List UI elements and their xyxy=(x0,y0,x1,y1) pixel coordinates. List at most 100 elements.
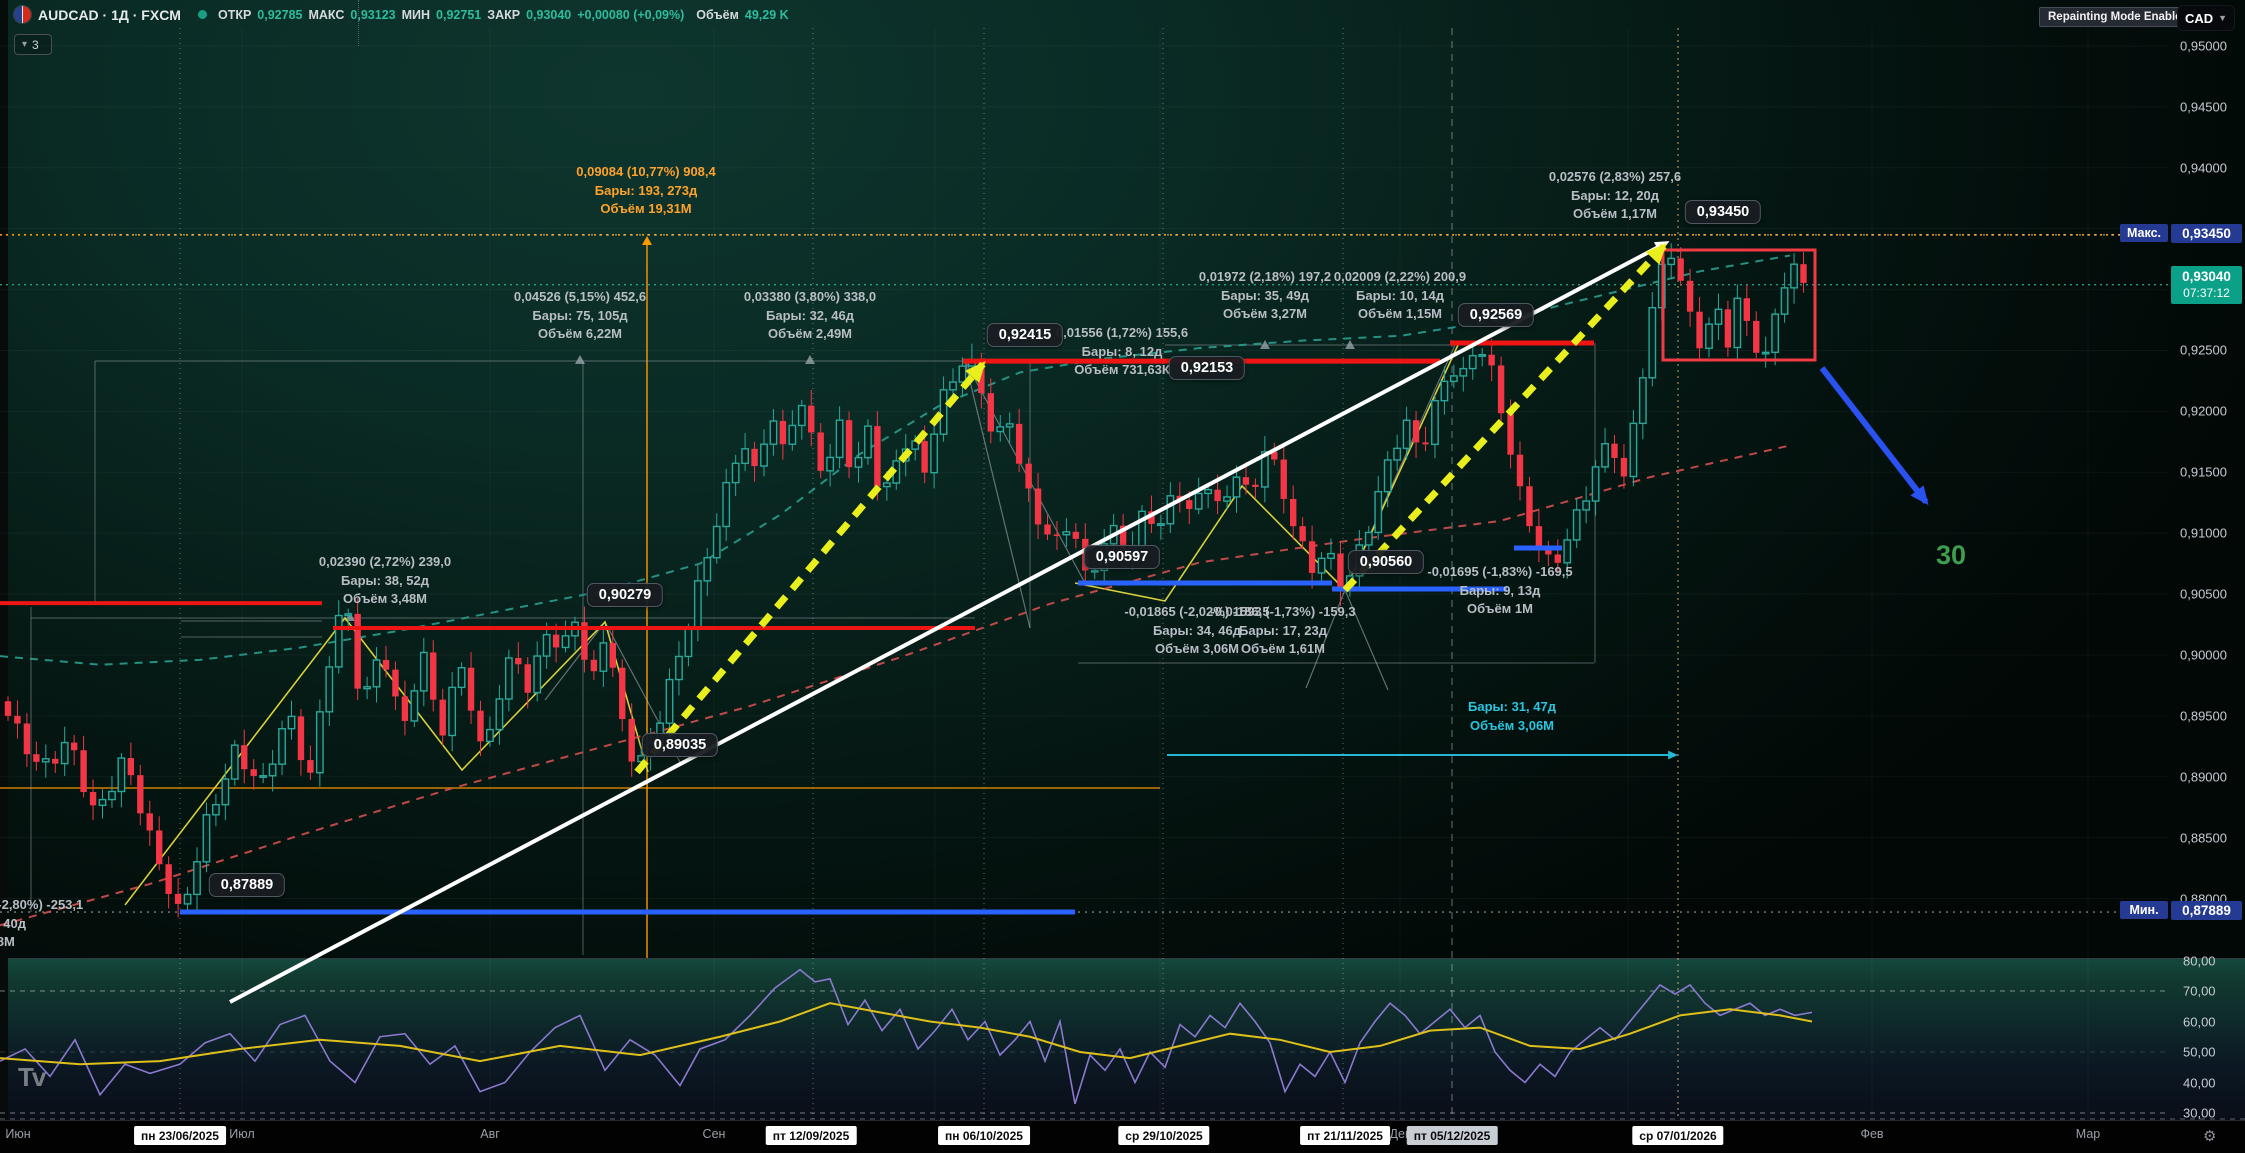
measure-stat-text: 0,03380 (3,80%) 338,0 Бары: 32, 46д Объём … xyxy=(743,289,877,341)
session-date-label[interactable]: ср 29/10/2025 xyxy=(1118,1126,1210,1145)
alert-level-lines xyxy=(0,233,2168,913)
currency-dropdown[interactable]: CAD ▼ xyxy=(2177,5,2235,31)
swing-price-label[interactable]: 0,87889 xyxy=(208,873,286,897)
tradingview-watermark-icon[interactable]: Tᴠ xyxy=(18,1062,46,1092)
month-label[interactable]: Мар xyxy=(2075,1127,2101,1141)
month-label[interactable]: Фев xyxy=(1860,1127,1884,1141)
swing-price-label[interactable]: 0,92153 xyxy=(1168,356,1246,380)
swing-price-label[interactable]: 0,90597 xyxy=(1083,545,1161,569)
repainting-mode-badge: Repainting Mode Enabled xyxy=(2039,7,2198,27)
session-date-label[interactable]: пт 05/12/2025 xyxy=(1406,1126,1498,1145)
swing-price-label[interactable]: 0,90560 xyxy=(1347,550,1425,574)
rsi-panel[interactable] xyxy=(0,958,2245,1120)
measure-stat-text: -0,01865 (-2,02%) -186,5 Бары: 34, 46д Объ… xyxy=(1124,604,1270,656)
cyan-arrow-head xyxy=(1668,750,1678,760)
consolidation-red-box[interactable] xyxy=(1661,248,1817,362)
swing-price-label[interactable]: 0,89035 xyxy=(641,733,719,757)
bar-countdown: 07:37:12 xyxy=(2183,285,2230,300)
open-value: 0,92785 xyxy=(257,7,303,22)
high-value: 0,93123 xyxy=(350,7,396,22)
close-label: ЗАКР xyxy=(487,7,521,22)
rsi-axis-label: 80,00 xyxy=(2183,953,2216,968)
price-axis-label: 0,91500 xyxy=(2180,464,2227,480)
volume-value: 49,29 K xyxy=(744,7,789,22)
rsi-axis-label: 40,00 xyxy=(2183,1075,2216,1090)
session-date-label[interactable]: пн 23/06/2025 xyxy=(134,1126,226,1145)
month-label[interactable]: Дек xyxy=(1389,1127,1411,1141)
swing-price-label[interactable]: 0,92569 xyxy=(1457,303,1535,327)
audcad-flag-icon xyxy=(14,6,31,23)
measure-stat-text: -0,01695 (-1,83%) -169,5 Бары: 9, 13д Объё… xyxy=(1427,564,1573,616)
rsi-axis-label: 50,00 xyxy=(2183,1044,2216,1060)
min-price-badge: 0,87889 xyxy=(2171,901,2242,921)
drawn-arrows[interactable] xyxy=(229,241,1929,1004)
max-side-label: Макс. xyxy=(2120,223,2168,242)
low-value: 0,92751 xyxy=(436,7,482,22)
current-price-badge: 0,93040 07:37:12 xyxy=(2171,265,2242,304)
swing-price-label[interactable]: 0,92415 xyxy=(986,323,1064,347)
ohlc-row: ОТКР 0,92785 МАКС 0,93123 МИН 0,92751 ЗА… xyxy=(218,8,789,22)
grid-lines xyxy=(0,45,2168,900)
market-status-icon xyxy=(197,10,207,19)
blue-arrow-head xyxy=(1910,485,1929,506)
session-date-label[interactable]: пт 21/11/2025 xyxy=(1300,1126,1390,1145)
measure-stat-text: 0,02390 (2,72%) 239,0 Бары: 38, 52д Объём … xyxy=(318,554,452,606)
measure-stat-text: 0,04526 (5,15%) 452,6 Бары: 75, 105д Объём… xyxy=(513,289,647,341)
rsi-axis-label: 60,00 xyxy=(2183,1014,2216,1029)
volume-label: Объём xyxy=(696,7,739,22)
measure-stat-text: 0,02576 (2,83%) 257,6 Бары: 12, 20д Объём … xyxy=(1548,169,1682,221)
price-axis-label: 0,92000 xyxy=(2180,403,2227,419)
symbol-legend[interactable]: AUDCAD · 1Д · FXCM ОТКР 0,92785 МАКС 0,9… xyxy=(14,6,789,23)
legend-divider xyxy=(358,0,359,46)
indicator-count: 3 xyxy=(32,37,39,52)
measure-stat-text: -0,01593 (-1,73%) -159,3 Бары: 17, 23д Объ… xyxy=(1210,604,1356,656)
blue-arrow xyxy=(1819,366,1929,504)
price-axis-label: 0,94500 xyxy=(2180,99,2227,115)
measure-stat-text: -0,02531 (-2,80%) -253,1Бары: 28, 40дОбъ… xyxy=(0,897,84,949)
price-axis-label: 0,89000 xyxy=(2180,769,2227,785)
price-axis-label: 0,88500 xyxy=(2180,830,2227,846)
measure-stat-text: Бары: 31, 47д Объём 3,06М xyxy=(1468,699,1556,733)
symbol-title[interactable]: AUDCAD · 1Д · FXCM xyxy=(38,6,181,23)
month-label[interactable]: Июл xyxy=(229,1127,255,1141)
yellow-dashed-arrow-1-head xyxy=(965,360,986,383)
yellow-dashed-arrow-1 xyxy=(634,361,986,775)
measure-stat-text: 0,09084 (10,77%) 908,4 Бары: 193, 273д Объ… xyxy=(576,164,716,216)
price-axis-label: 0,90000 xyxy=(2180,647,2227,663)
swing-price-label[interactable]: 0,93450 xyxy=(1684,200,1762,224)
measure-stat-text: 0,01972 (2,18%) 197,2 Бары: 35, 49д Объём … xyxy=(1198,269,1332,321)
yellow-dashed-arrow-2-head xyxy=(1645,243,1667,265)
month-label[interactable]: Июн xyxy=(5,1127,31,1141)
low-label: МИН xyxy=(401,7,431,22)
white-trend-arrow xyxy=(229,241,1667,1004)
change-value: +0,00080 (+0,09%) xyxy=(577,7,685,22)
settings-gear-icon[interactable]: ⚙ xyxy=(2203,1128,2217,1145)
chevron-down-icon: ▼ xyxy=(2218,13,2227,23)
collapsed-toolbar-strip xyxy=(0,0,8,1120)
chevron-down-icon: ▾ xyxy=(22,39,28,50)
session-date-label[interactable]: пн 06/10/2025 xyxy=(938,1126,1030,1145)
currency-value: CAD xyxy=(2185,10,2214,26)
swing-price-label[interactable]: 0,90279 xyxy=(586,583,664,607)
indicators-collapse-button[interactable]: ▾ 3 xyxy=(14,34,52,55)
price-axis-label: 0,95000 xyxy=(2180,38,2227,54)
session-date-label[interactable]: ср 07/01/2026 xyxy=(1632,1126,1724,1145)
month-label[interactable]: Авг xyxy=(480,1127,500,1141)
measure-stat-text: 0,02009 (2,22%) 200,9 Бары: 10, 14д Объём … xyxy=(1333,269,1467,321)
session-date-label[interactable]: пт 12/09/2025 xyxy=(765,1126,857,1145)
price-axis-label: 0,90500 xyxy=(2180,586,2227,602)
high-label: МАКС xyxy=(308,7,345,22)
measure-stat-text: 0,01556 (1,72%) 155,6 Бары: 8, 12д Объём 7… xyxy=(1055,325,1189,377)
price-axis-label: 0,92500 xyxy=(2180,342,2227,358)
rsi-axis-label: 30,00 xyxy=(2183,1105,2216,1121)
yellow-dashed-arrow-2 xyxy=(1342,243,1667,593)
max-price-badge: 0,93450 xyxy=(2171,223,2242,243)
price-axis-label: 0,91000 xyxy=(2180,525,2227,541)
price-axis-label: 0,94000 xyxy=(2180,160,2227,176)
month-label[interactable]: Сен xyxy=(702,1127,726,1141)
orange-tool-lines[interactable] xyxy=(0,236,1160,958)
drawn-text-note[interactable]: 30 xyxy=(1936,540,1967,570)
rsi-lines xyxy=(0,968,1813,1105)
